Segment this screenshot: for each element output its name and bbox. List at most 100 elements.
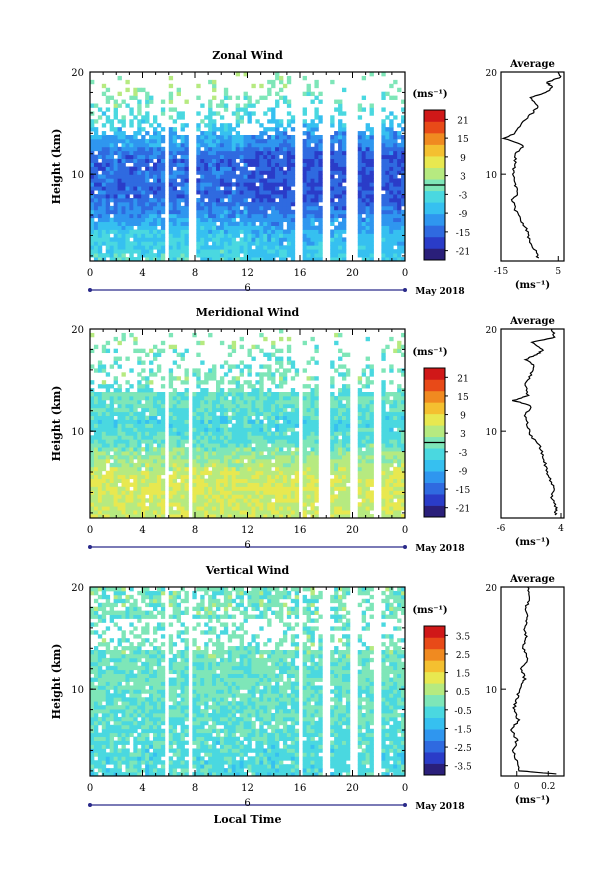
heatmap-cell [208,119,213,124]
heatmap-cell [133,482,138,487]
heatmap-cell [168,411,174,417]
heatmap-cell [345,403,351,409]
heatmap-cell [318,135,323,140]
heatmap-cell [216,415,221,420]
heatmap-cell [247,115,252,120]
heatmap-cell [263,423,268,428]
heatmap-cell [93,229,99,234]
heatmap-cell [145,376,150,381]
heatmap-cell [314,455,319,460]
heatmap-cell [290,498,296,503]
heatmap-cell [231,451,237,456]
heatmap-cell [334,415,339,420]
heatmap-cell [239,490,244,495]
heatmap-cell [385,257,390,262]
heatmap-cell [385,439,390,444]
heatmap-cell [168,332,174,338]
heatmap-cell [204,142,209,148]
heatmap-cell [271,502,276,507]
heatmap-cell [251,403,256,409]
heatmap-cell [251,186,256,191]
heatmap-cell [145,138,150,144]
heatmap-cell [227,498,233,503]
heatmap-cell [90,415,95,420]
heatmap-cell [365,419,370,424]
heatmap-cell [117,221,122,226]
heatmap-cell [133,146,138,152]
heatmap-cell [385,419,390,424]
heatmap-cell [314,205,319,211]
heatmap-cell [294,470,300,476]
heatmap-cell [267,237,272,242]
heatmap-cell [275,514,280,519]
heatmap-cell [219,431,225,436]
heatmap-cell [133,138,138,144]
heatmap-cell [90,146,95,152]
heatmap-cell [216,166,221,171]
heatmap-cell [200,135,205,140]
heatmap-cell [129,498,134,503]
heatmap-cell [97,462,103,468]
heatmap-cell [318,138,323,144]
heatmap-cell [153,435,158,440]
heatmap-cell [334,399,339,405]
heatmap-cell [137,138,142,144]
heatmap-cell [121,257,126,262]
heatmap-cell [141,233,146,238]
heatmap-cell [294,392,300,397]
heatmap-cell [133,466,138,472]
heatmap-cell [117,131,122,136]
heatmap-cell [129,253,134,258]
heatmap-cell [259,166,264,171]
heatmap-cell [109,510,115,515]
heatmap-cell [176,392,181,397]
heatmap-cell [282,372,288,377]
heatmap-cell [196,514,201,519]
heatmap-cell [109,209,115,215]
heatmap-cell [208,146,213,152]
heatmap-cell [318,182,323,187]
heatmap-cell [271,419,276,424]
heatmap-cell [302,478,307,483]
heatmap-cell [239,458,244,464]
heatmap-cell [369,368,374,373]
heatmap-cell [338,201,343,207]
heatmap-cell [247,498,252,503]
heatmap-cell [361,205,367,211]
heatmap-cell [275,431,280,436]
heatmap-cell [342,174,347,179]
heatmap-cell [381,474,386,480]
heatmap-cell [227,490,233,495]
heatmap-cell [239,514,244,519]
heatmap-cell [243,158,248,163]
heatmap-cell [105,87,111,93]
heatmap-cell [133,395,138,401]
heatmap-cell [109,403,115,409]
heatmap-cell [109,178,115,183]
heatmap-cell [90,170,95,175]
heatmap-cell [172,502,178,507]
heatmap-cell [263,257,268,262]
heatmap-cell [192,407,197,413]
heatmap-cell [133,439,138,444]
heatmap-cell [259,142,264,148]
heatmap-cell [251,466,256,472]
heatmap-cell [342,154,347,160]
heatmap-cell [275,470,280,476]
heatmap-cell [113,482,118,487]
heatmap-cell [251,198,256,203]
heatmap-cell [275,237,280,242]
heatmap-cell [121,233,126,238]
heatmap-cell [141,194,146,199]
heatmap-cell [263,372,268,377]
heatmap-cell [369,127,374,132]
heatmap-cell [200,221,205,226]
heatmap-cell [105,186,111,191]
heatmap-cell [397,178,402,183]
heatmap-cell [101,478,107,483]
heatmap-cell [121,170,126,175]
heatmap-cell [149,443,154,448]
heatmap-cell [160,233,166,238]
heatmap-cell [259,466,264,472]
heatmap-cell [255,150,260,156]
